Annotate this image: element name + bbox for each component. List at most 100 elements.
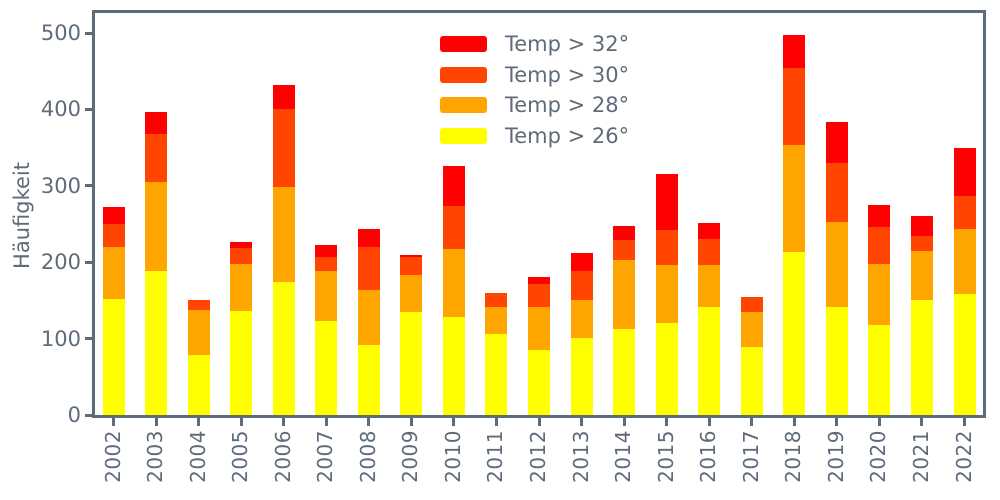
y-tick-label: 500: [40, 21, 81, 45]
bar-segment-2005-32: [230, 241, 253, 249]
y-tick-mark: [85, 260, 93, 264]
bar-segment-2022-28: [953, 228, 976, 295]
bar-segment-2005-30: [230, 248, 253, 264]
bar-segment-2013-28: [570, 299, 593, 338]
bar-segment-2014-28: [613, 259, 636, 330]
y-tick-mark: [85, 31, 93, 35]
bar-segment-2009-30: [400, 256, 423, 276]
bar-segment-2022-30: [953, 195, 976, 229]
bar-segment-2020-32: [868, 204, 891, 228]
bar-segment-2008-30: [357, 246, 380, 290]
bar-segment-2019-30: [825, 162, 848, 222]
y-tick-label: 400: [40, 97, 81, 122]
bar-segment-2002-28: [102, 246, 125, 299]
legend-swatch-temp-28: [440, 97, 487, 114]
bar-segment-2009-26: [400, 311, 423, 415]
x-tick-label-2002: 2002: [100, 430, 125, 483]
bar-segment-2008-28: [357, 289, 380, 345]
x-tick-mark: [239, 418, 243, 426]
legend-label: Temp > 26°: [505, 123, 630, 148]
x-tick-mark: [963, 418, 966, 426]
bar-segment-2018-26: [783, 252, 806, 415]
x-tick-mark: [877, 418, 881, 426]
y-tick-label: 0: [67, 403, 81, 427]
bar-segment-2003-28: [145, 182, 168, 271]
x-tick-mark: [622, 418, 626, 426]
bar-segment-2012-32: [528, 276, 550, 284]
bar-segment-2015-28: [655, 265, 678, 324]
y-tick-label: 300: [40, 173, 81, 198]
legend: Temp > 32° Temp > 30° Temp > 28° Temp > 26°: [440, 29, 629, 151]
bar-segment-2010-30: [442, 205, 465, 250]
bar-segment-2014-30: [613, 240, 636, 260]
x-tick-label-2015: 2015: [653, 430, 678, 483]
bar-segment-2010-26: [442, 317, 465, 415]
bar-segment-2019-28: [825, 221, 848, 307]
bar-segment-2018-32: [783, 34, 806, 69]
bar-segment-2008-32: [357, 229, 380, 247]
bar-segment-2003-30: [145, 133, 168, 182]
bar-segment-2012-28: [528, 307, 550, 351]
bar-segment-2004-26: [187, 355, 210, 415]
x-tick-mark: [112, 418, 115, 426]
y-tick-mark: [85, 413, 93, 417]
bar-segment-2014-26: [613, 329, 636, 415]
bar-segment-2020-26: [868, 324, 891, 415]
bar-segment-2014-32: [613, 226, 636, 241]
x-tick-mark: [409, 418, 413, 426]
x-tick-mark: [707, 418, 711, 426]
x-tick-mark: [750, 418, 754, 426]
x-tick-mark: [154, 418, 158, 426]
bar-segment-2011-26: [485, 334, 508, 415]
bar-segment-2007-32: [315, 244, 338, 257]
bar-segment-2018-30: [783, 68, 806, 146]
x-tick-label-2022: 2022: [951, 430, 976, 483]
bar-segment-2016-26: [698, 306, 721, 415]
bar-segment-2013-26: [570, 337, 593, 415]
bar-segment-2016-30: [698, 239, 721, 266]
bar-segment-2006-32: [272, 84, 295, 110]
bar-segment-2004-28: [187, 309, 210, 356]
bar-segment-2021-30: [910, 236, 933, 251]
legend-row: Temp > 26°: [440, 121, 629, 152]
bar-segment-2017-30: [740, 297, 763, 312]
bar-segment-2006-30: [272, 109, 295, 187]
bar-segment-2009-28: [400, 275, 423, 312]
bar-segment-2009-32: [400, 254, 423, 257]
bar-segment-2010-28: [442, 249, 465, 318]
bar-segment-2018-28: [783, 145, 806, 253]
bar-segment-2010-32: [442, 165, 465, 206]
bar-segment-2017-28: [740, 311, 763, 348]
bar-segment-2002-32: [102, 207, 125, 224]
bar-segment-2002-26: [102, 298, 125, 415]
legend-swatch-temp-26: [440, 127, 487, 144]
legend-label: Temp > 30°: [505, 62, 630, 87]
x-tick-mark: [665, 418, 669, 426]
bar-segment-2017-26: [740, 347, 763, 415]
y-tick-label: 100: [40, 326, 81, 351]
x-tick-label-2004: 2004: [185, 430, 210, 483]
bar-segment-2019-32: [825, 121, 848, 163]
x-tick-mark: [537, 418, 541, 426]
bar-segment-2006-28: [272, 186, 295, 283]
y-tick-label: 200: [40, 250, 81, 275]
bar-segment-2015-26: [655, 323, 678, 415]
bar-segment-2013-32: [570, 253, 593, 272]
legend-row: Temp > 32°: [440, 29, 629, 60]
bar-segment-2011-28: [485, 307, 508, 335]
x-tick-mark: [367, 418, 371, 426]
x-tick-mark: [920, 418, 924, 426]
bar-segment-2020-28: [868, 263, 891, 325]
bar-segment-2021-28: [910, 250, 933, 300]
bar-segment-2005-28: [230, 263, 253, 312]
x-tick-mark: [494, 418, 498, 426]
bar-segment-2015-32: [655, 174, 678, 231]
bar-segment-2008-26: [357, 344, 380, 415]
bar-segment-2021-26: [910, 299, 933, 415]
plot-spines: [92, 10, 986, 418]
bar-segment-2016-32: [698, 223, 721, 240]
x-tick-label-2003: 2003: [143, 430, 168, 483]
bar-segment-2005-26: [230, 311, 253, 415]
x-tick-label-2018: 2018: [781, 430, 806, 483]
